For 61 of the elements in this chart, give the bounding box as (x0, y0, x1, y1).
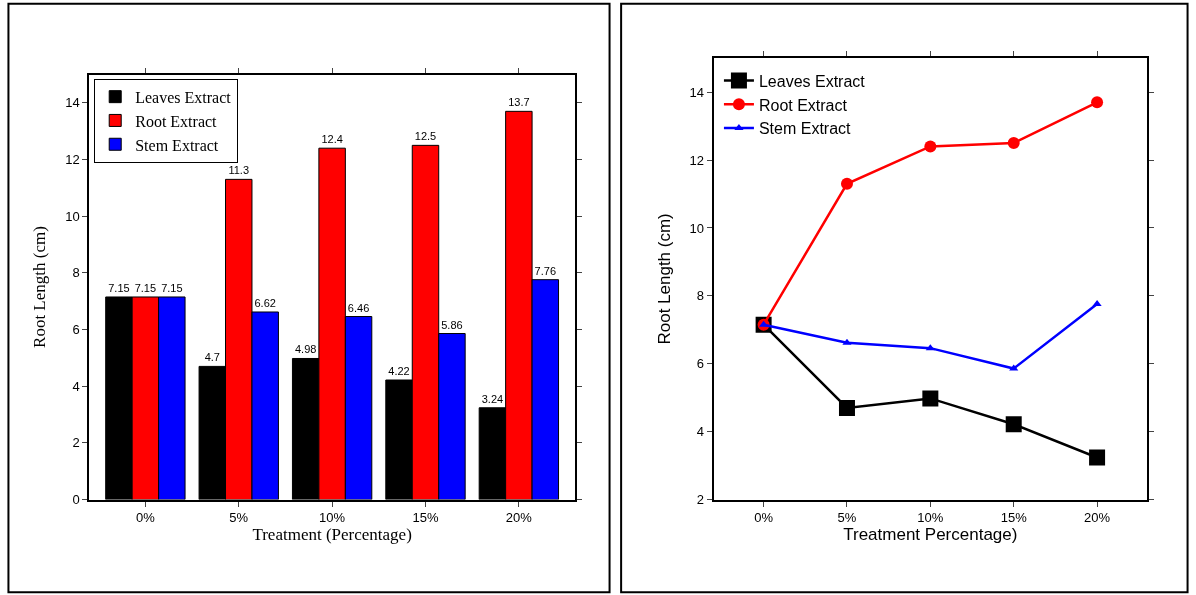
point (1009, 364, 1019, 371)
x-axis-title: Treatment Percentage) (843, 525, 1018, 545)
y-tick-label: 6 (72, 322, 80, 338)
point (842, 338, 852, 345)
legend-label: Stem Extract (758, 120, 852, 138)
y-tick-label: 2 (72, 435, 80, 451)
y-tick-label: 8 (696, 288, 704, 304)
data-label: 4.22 (388, 365, 410, 378)
point (1005, 416, 1022, 433)
point (925, 344, 935, 351)
y-tick-label: 14 (689, 84, 704, 100)
data-label: 7.15 (134, 281, 157, 294)
data-label: 13.7 (508, 96, 530, 109)
data-label: 6.62 (254, 296, 276, 309)
x-tick-label: 5% (229, 510, 249, 526)
x-tick-label: 10% (319, 510, 346, 526)
data-label: 11.3 (228, 164, 250, 177)
point (1089, 449, 1106, 466)
y-tick-label: 4 (72, 378, 80, 394)
y-tick-label: 0 (72, 492, 80, 508)
y-tick-label: 12 (65, 152, 80, 168)
data-label: 5.86 (441, 318, 463, 331)
x-tick-label: 20% (1084, 510, 1111, 526)
point (838, 399, 855, 416)
y-tick-label: 10 (689, 220, 704, 236)
data-label: 7.15 (108, 281, 130, 294)
legend-label: Leaves Extract (758, 72, 866, 90)
x-tick-label: 20% (505, 510, 533, 526)
point (922, 390, 939, 407)
data-label: 12.4 (321, 133, 343, 146)
y-tick-label: 6 (696, 356, 704, 372)
y-tick-label: 14 (65, 95, 80, 111)
x-tick-label: 5% (837, 510, 857, 526)
legend-label: Leaves Extract (135, 88, 232, 106)
point (840, 177, 853, 190)
data-label: 3.24 (481, 392, 504, 405)
x-axis-title: Treatment (Percentage) (252, 525, 412, 545)
y-tick-label: 4 (696, 424, 704, 440)
x-tick-label: 0% (754, 510, 774, 526)
y-axis-title: Root Length (cm) (30, 226, 50, 348)
x-tick-label: 10% (917, 510, 944, 526)
data-label: 6.46 (347, 301, 370, 314)
point (924, 140, 937, 153)
data-label: 7.15 (161, 281, 183, 294)
y-tick-label: 12 (689, 152, 704, 168)
legend-label: Root Extract (758, 96, 848, 114)
data-label: 4.7 (204, 351, 220, 364)
x-tick-label: 0% (135, 510, 156, 526)
x-tick-label: 15% (412, 510, 439, 526)
data-label: 12.5 (414, 130, 437, 143)
y-tick-label: 10 (65, 208, 80, 224)
y-tick-label: 8 (72, 265, 80, 281)
data-label: 4.98 (294, 343, 317, 356)
point (1091, 96, 1104, 109)
legend-label: Root Extract (135, 112, 218, 130)
legend-label: Stem Extract (135, 136, 219, 154)
data-label: 7.76 (534, 264, 557, 277)
y-tick-label: 2 (696, 492, 704, 508)
x-tick-label: 15% (1000, 510, 1028, 526)
point (1007, 137, 1020, 150)
y-axis-title: Root Length (cm) (654, 213, 674, 345)
